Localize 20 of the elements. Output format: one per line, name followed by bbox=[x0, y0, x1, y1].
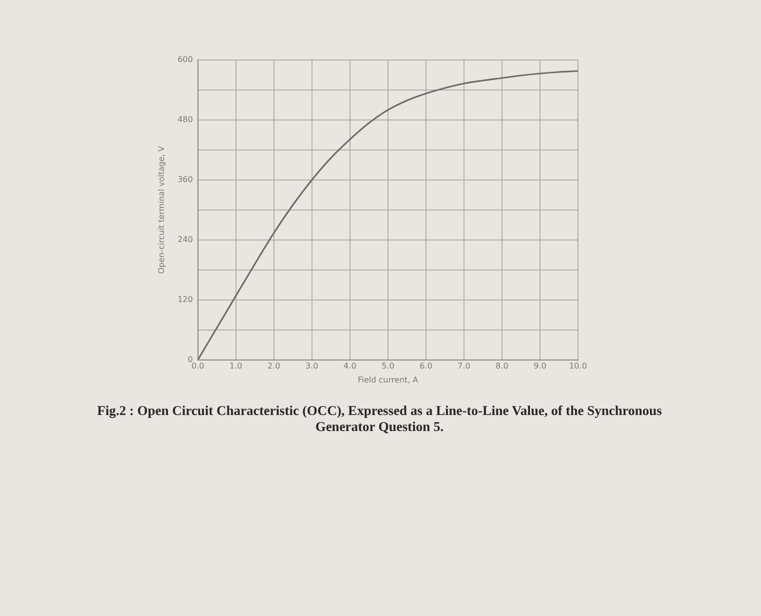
x-tick-label: 9.0 bbox=[534, 362, 546, 371]
x-tick-label: 5.0 bbox=[382, 362, 394, 371]
x-tick-label: 0.0 bbox=[192, 362, 204, 371]
y-tick-label: 360 bbox=[178, 175, 193, 184]
x-tick-label: 2.0 bbox=[268, 362, 280, 371]
y-tick-label: 600 bbox=[178, 55, 193, 64]
x-tick-label: 7.0 bbox=[458, 362, 470, 371]
y-tick-label: 480 bbox=[178, 115, 193, 124]
y-tick-label: 0 bbox=[188, 354, 193, 364]
x-tick-label: 10.0 bbox=[569, 362, 587, 371]
y-tick-label: 240 bbox=[178, 234, 193, 244]
x-tick-label: 3.0 bbox=[306, 362, 318, 371]
x-tick-label: 6.0 bbox=[420, 362, 432, 371]
x-tick-label: 8.0 bbox=[496, 362, 508, 371]
x-axis-title: Field current, A bbox=[358, 375, 419, 384]
caption: Fig.2 : Open Circuit Characteristic (OCC), Expressed as a Line-to-Line Value, of the Synchronous Generator Question 5. bbox=[96, 403, 663, 435]
y-tick-label: 120 bbox=[178, 294, 193, 304]
x-tick-label: 1.0 bbox=[230, 362, 242, 371]
x-tick-label: 4.0 bbox=[344, 362, 356, 371]
y-axis-title: Open-circuit terminal voltage, V bbox=[156, 145, 166, 274]
